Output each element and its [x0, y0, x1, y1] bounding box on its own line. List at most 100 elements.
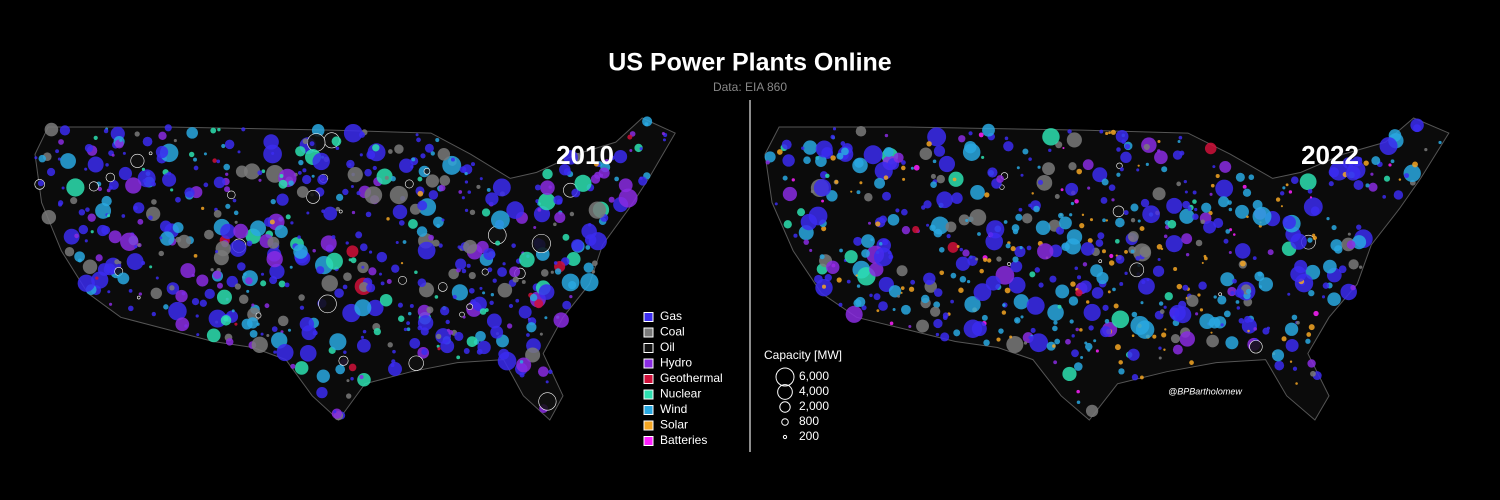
plant-dot: [1109, 253, 1114, 259]
plant-dot: [1105, 131, 1109, 136]
plant-dot: [1118, 368, 1125, 375]
plant-dot: [901, 165, 906, 171]
plant-dot: [372, 144, 380, 152]
plant-dot: [284, 282, 290, 288]
plant-dot: [1198, 281, 1207, 290]
plant-dot: [526, 333, 530, 337]
plant-dot: [947, 242, 959, 253]
plant-dot: [1037, 243, 1054, 260]
plant-dot: [959, 247, 964, 252]
plant-dot: [170, 188, 174, 192]
plant-dot: [142, 179, 147, 183]
plant-dot: [1071, 334, 1075, 338]
plant-dot: [1172, 344, 1183, 355]
plant-dot: [492, 278, 497, 283]
plant-dot: [977, 232, 981, 236]
plant-dot: [477, 340, 491, 355]
plant-dot: [553, 312, 569, 328]
plant-dot: [1130, 203, 1139, 212]
plant-dot: [411, 157, 416, 162]
plant-dot: [1114, 344, 1121, 351]
plant-dot: [958, 214, 970, 226]
plant-dot: [1016, 166, 1020, 170]
plant-dot: [841, 147, 849, 156]
plant-dot: [1124, 143, 1131, 150]
plant-dot: [1209, 192, 1213, 196]
plant-dot: [404, 179, 414, 189]
plant-dot: [1015, 318, 1019, 322]
plant-dot: [379, 293, 393, 307]
plant-dot: [1383, 175, 1391, 182]
plant-dot: [1137, 164, 1140, 167]
legend-swatch: [643, 436, 654, 446]
plant-dot: [1159, 309, 1165, 314]
plant-dot: [878, 301, 888, 311]
plant-dot: [1075, 289, 1083, 297]
plant-dot: [1184, 190, 1188, 194]
plant-dot: [1007, 262, 1011, 266]
plant-dot: [1154, 150, 1168, 165]
plant-dot: [1212, 165, 1216, 169]
plant-dot: [1052, 344, 1056, 348]
plant-dot: [250, 220, 266, 237]
plant-dot: [184, 187, 195, 198]
plant-dot: [901, 225, 911, 235]
plant-dot: [302, 138, 309, 145]
plant-dot: [355, 231, 363, 239]
plant-dot: [233, 210, 239, 216]
plant-dot: [481, 268, 489, 276]
plant-dot: [1201, 261, 1204, 264]
plant-dot: [1438, 140, 1442, 145]
plant-dot: [306, 211, 310, 215]
plant-dot: [462, 315, 466, 319]
plant-dot: [1140, 198, 1150, 208]
plant-dot: [1166, 197, 1183, 214]
plant-dot: [299, 317, 315, 332]
plant-dot: [399, 158, 414, 173]
plant-dot: [367, 143, 386, 162]
plant-dot: [489, 300, 494, 305]
size-circle: [775, 367, 795, 387]
plant-dot: [302, 174, 312, 185]
plant-dot: [213, 176, 226, 189]
plant-dot: [1179, 208, 1195, 224]
plant-dot: [892, 308, 896, 312]
plant-dot: [618, 188, 638, 208]
plant-dot: [482, 291, 486, 295]
plant-dot: [1197, 293, 1201, 297]
plant-dot: [359, 374, 364, 380]
plant-dot: [1192, 213, 1199, 220]
plant-dot: [900, 291, 903, 294]
plant-dot: [973, 283, 992, 302]
plant-dot: [571, 239, 584, 252]
plant-dot: [873, 247, 893, 267]
plant-dot: [1352, 156, 1363, 167]
plant-dot: [196, 333, 200, 337]
plant-dot: [883, 175, 889, 180]
plant-dot: [163, 304, 169, 310]
plant-dot: [1282, 215, 1296, 230]
plant-dot: [639, 147, 643, 151]
plant-dot: [511, 243, 516, 248]
plant-dot: [118, 166, 133, 181]
plant-dot: [764, 151, 776, 163]
plant-dot: [830, 155, 836, 161]
plant-dot: [402, 240, 407, 244]
plant-dot: [95, 276, 99, 280]
plant-dot: [1246, 215, 1249, 219]
plant-dot: [1029, 271, 1036, 278]
plant-dot: [468, 287, 475, 294]
plant-dot: [933, 145, 946, 157]
plant-dot: [1087, 348, 1091, 352]
plant-dot: [128, 288, 133, 293]
plant-dot: [1104, 318, 1110, 324]
plant-dot: [888, 285, 902, 298]
plant-dot: [220, 315, 232, 326]
plant-dot: [1129, 262, 1145, 278]
plant-dot: [525, 347, 541, 363]
plant-dot: [1010, 260, 1023, 273]
plant-dot: [942, 312, 949, 319]
plant-dot: [287, 328, 292, 332]
plant-dot: [1245, 288, 1252, 295]
plant-dot: [273, 350, 277, 354]
